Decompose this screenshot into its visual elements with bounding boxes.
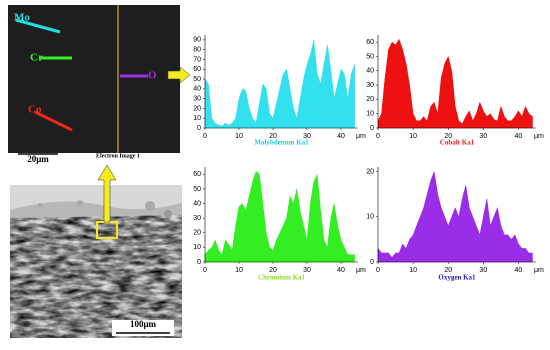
y-tick-label: 30 bbox=[193, 95, 201, 102]
y-tick-label: 0 bbox=[197, 125, 201, 132]
area bbox=[204, 39, 355, 129]
y-tick-label: 50 bbox=[366, 53, 374, 60]
y-tick-label: 40 bbox=[193, 86, 201, 93]
y-tick-label: 40 bbox=[366, 68, 374, 75]
x-tick-label: 30 bbox=[303, 267, 311, 274]
y-tick-label: 10 bbox=[193, 115, 201, 122]
y-tick-label: 20 bbox=[193, 230, 201, 237]
x-tick-label: 40 bbox=[337, 133, 345, 140]
x-tick-label: 40 bbox=[515, 267, 523, 274]
y-tick-label: 10 bbox=[366, 214, 374, 221]
scale-label: 20μm bbox=[27, 154, 49, 164]
chart-title: Molybdenum Ka1 bbox=[254, 139, 309, 147]
arrow bbox=[167, 66, 191, 84]
sem-image-top: Mo Cr Co O 20μm Electron Image 1 bbox=[8, 5, 180, 164]
x-tick-label: 10 bbox=[409, 133, 417, 140]
y-tick-label: 30 bbox=[366, 82, 374, 89]
x-tick-label: 40 bbox=[515, 133, 523, 140]
y-tick-label: 20 bbox=[366, 96, 374, 103]
element-label: Co bbox=[28, 104, 42, 116]
chart-title: Chromium Ka1 bbox=[258, 274, 306, 282]
area bbox=[204, 170, 355, 263]
x-tick-label: 0 bbox=[376, 267, 380, 274]
x-tick-label: 20 bbox=[444, 133, 452, 140]
y-tick-label: 0 bbox=[370, 125, 374, 132]
y-tick-label: 20 bbox=[193, 105, 201, 112]
x-tick-label: 10 bbox=[409, 267, 417, 274]
image-caption: Electron Image 1 bbox=[96, 153, 140, 159]
y-tick-label: 50 bbox=[193, 76, 201, 83]
x-tick-label: 0 bbox=[376, 133, 380, 140]
x-axis-label: μm bbox=[534, 267, 544, 274]
x-tick-label: 30 bbox=[479, 267, 487, 274]
x-axis-label: μm bbox=[356, 267, 366, 274]
y-tick-label: 60 bbox=[193, 171, 201, 178]
area bbox=[377, 38, 533, 129]
y-tick-label: 10 bbox=[193, 244, 201, 251]
y-tick-label: 50 bbox=[193, 186, 201, 193]
chart-title: Oxygen Ka1 bbox=[438, 274, 476, 282]
chart-title: Cobalt Ka1 bbox=[440, 139, 475, 147]
x-tick-label: 20 bbox=[444, 267, 452, 274]
y-tick-label: 80 bbox=[193, 47, 201, 54]
x-axis-label: μm bbox=[534, 133, 544, 140]
x-tick-label: 40 bbox=[337, 267, 345, 274]
x-tick-label: 10 bbox=[235, 267, 243, 274]
element-label: Cr bbox=[30, 52, 43, 64]
y-tick-label: 30 bbox=[193, 215, 201, 222]
y-tick-label: 10 bbox=[366, 111, 374, 118]
x-tick-label: 30 bbox=[303, 133, 311, 140]
x-tick-label: 10 bbox=[235, 133, 243, 140]
y-tick-label: 0 bbox=[197, 259, 201, 266]
sem-image-bottom: 100μm bbox=[10, 164, 182, 338]
x-axis-label: μm bbox=[356, 133, 366, 140]
y-tick-label: 90 bbox=[193, 37, 201, 44]
area bbox=[377, 170, 533, 263]
x-tick-label: 20 bbox=[269, 267, 277, 274]
scale-label: 100μm bbox=[130, 319, 157, 329]
element-label: O bbox=[148, 70, 157, 82]
y-tick-label: 40 bbox=[193, 200, 201, 207]
y-tick-label: 20 bbox=[366, 168, 374, 175]
y-tick-label: 60 bbox=[193, 66, 201, 73]
x-tick-label: 30 bbox=[479, 133, 487, 140]
x-tick-label: 0 bbox=[203, 133, 207, 140]
y-tick-label: 70 bbox=[193, 56, 201, 63]
y-tick-label: 0 bbox=[370, 259, 374, 266]
x-tick-label: 20 bbox=[269, 133, 277, 140]
y-tick-label: 60 bbox=[366, 39, 374, 46]
x-tick-label: 0 bbox=[203, 267, 207, 274]
element-label: Mo bbox=[14, 12, 30, 24]
